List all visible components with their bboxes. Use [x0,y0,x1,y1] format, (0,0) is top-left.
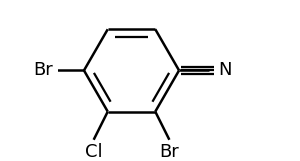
Text: N: N [219,62,232,79]
Text: Cl: Cl [85,143,103,161]
Text: Br: Br [160,143,179,161]
Text: Br: Br [33,62,53,79]
